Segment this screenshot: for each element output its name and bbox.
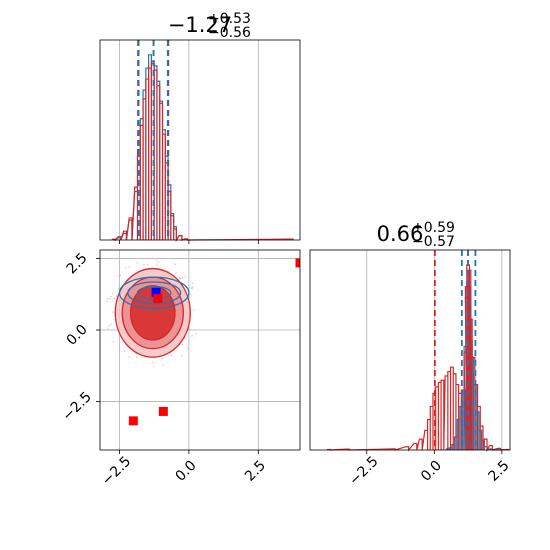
- panel-joint-sample-point: [111, 292, 114, 295]
- panel-joint-contour-level: [129, 285, 176, 341]
- panel-joint-sample-point: [110, 323, 112, 326]
- panel-joint-sample-point: [195, 332, 197, 335]
- panel-joint-sample-point: [108, 325, 111, 327]
- panel-top-title-plus: +0.53: [208, 11, 251, 27]
- panel-joint-sample-point: [161, 357, 164, 360]
- panel-joint-sample-point: [186, 347, 189, 350]
- panel-joint-sample-point: [155, 259, 157, 262]
- panel-top-title-value: −1.27: [168, 13, 232, 37]
- panel-joint-sample-point: [170, 354, 173, 357]
- panel-joint-sample-point: [136, 261, 139, 264]
- panel-joint-sample-point: [188, 296, 191, 299]
- panel-joint-sample-point: [191, 334, 193, 337]
- panel-joint-sample-point: [189, 294, 192, 296]
- panel-joint-sample-point: [105, 300, 108, 303]
- panel-joint-sample-point: [110, 295, 112, 298]
- panel-joint-sample-point: [191, 287, 193, 290]
- panel-joint-sample-point: [157, 261, 160, 264]
- panel-right-histogram-frame: [309, 249, 511, 451]
- panel-right-hist-series-1: [326, 264, 510, 453]
- panel-right-title-minus: −0.57: [412, 234, 455, 250]
- panel-joint-sample-point: [135, 356, 138, 358]
- panel-joint-marker: [151, 287, 161, 297]
- panel-right-title-plus: +0.59: [412, 220, 455, 236]
- panel-joint-sample-point: [162, 363, 165, 366]
- panel-joint-sample-point: [191, 282, 194, 285]
- panel-joint-contour-level: [127, 281, 182, 305]
- panel-top-title-minus: −0.56: [208, 25, 251, 41]
- panel-joint-sample-point: [118, 287, 120, 290]
- panel-joint-sample-point: [107, 297, 109, 300]
- panel-joint-marker: [295, 258, 300, 268]
- panel-joint-marker: [128, 416, 138, 426]
- panel-joint-sample-point: [112, 340, 115, 343]
- panel-joint-sample-point: [192, 309, 195, 312]
- panel-top-title: −1.27: [168, 13, 232, 37]
- panel-joint-sample-point: [178, 277, 181, 280]
- panel-joint-marker: [158, 406, 168, 416]
- panel-joint-sample-point: [181, 343, 184, 346]
- panel-joint-sample-point: [146, 263, 149, 266]
- panel-joint-sample-point: [119, 274, 122, 277]
- panel-joint-sample-point: [112, 311, 115, 314]
- panel-right-title-value: 0.66: [377, 222, 424, 246]
- panel-top-histogram-frame: [99, 39, 301, 241]
- panel-joint-frame: [99, 249, 301, 451]
- panel-joint-marker: [153, 294, 163, 304]
- panel-top-histogram: −1.27 +0.53 −0.56: [99, 11, 301, 244]
- panel-joint-sample-point: [141, 356, 144, 359]
- panel-joint-sample-point: [184, 337, 187, 340]
- panel-joint-sample-point: [181, 354, 183, 357]
- panel-joint-sample-point: [109, 297, 112, 300]
- panel-joint-sample-point: [123, 350, 126, 352]
- panel-joint-sample-point: [184, 275, 187, 278]
- panel-joint-sample-point: [181, 276, 184, 279]
- panel-joint-sample-point: [142, 263, 145, 266]
- panel-joint-sample-point: [156, 264, 159, 266]
- panel-right-title: 0.66: [377, 222, 424, 246]
- panel-joint-sample-point: [113, 297, 115, 300]
- panel-joint-contour-level: [118, 276, 190, 310]
- panel-joint-sample-point: [152, 365, 155, 368]
- panel-joint-sample-point: [147, 257, 149, 260]
- panel-joint-sample-point: [191, 286, 194, 288]
- panel-joint-sample-point: [174, 263, 177, 266]
- panel-joint-sample-point: [175, 271, 178, 274]
- panel-joint-sample-point: [128, 355, 131, 358]
- panel-joint-sample-point: [125, 266, 127, 269]
- panel-joint-sample-point: [106, 327, 109, 330]
- panel-joint-sample-point: [128, 266, 130, 268]
- panel-joint-sample-point: [152, 361, 154, 364]
